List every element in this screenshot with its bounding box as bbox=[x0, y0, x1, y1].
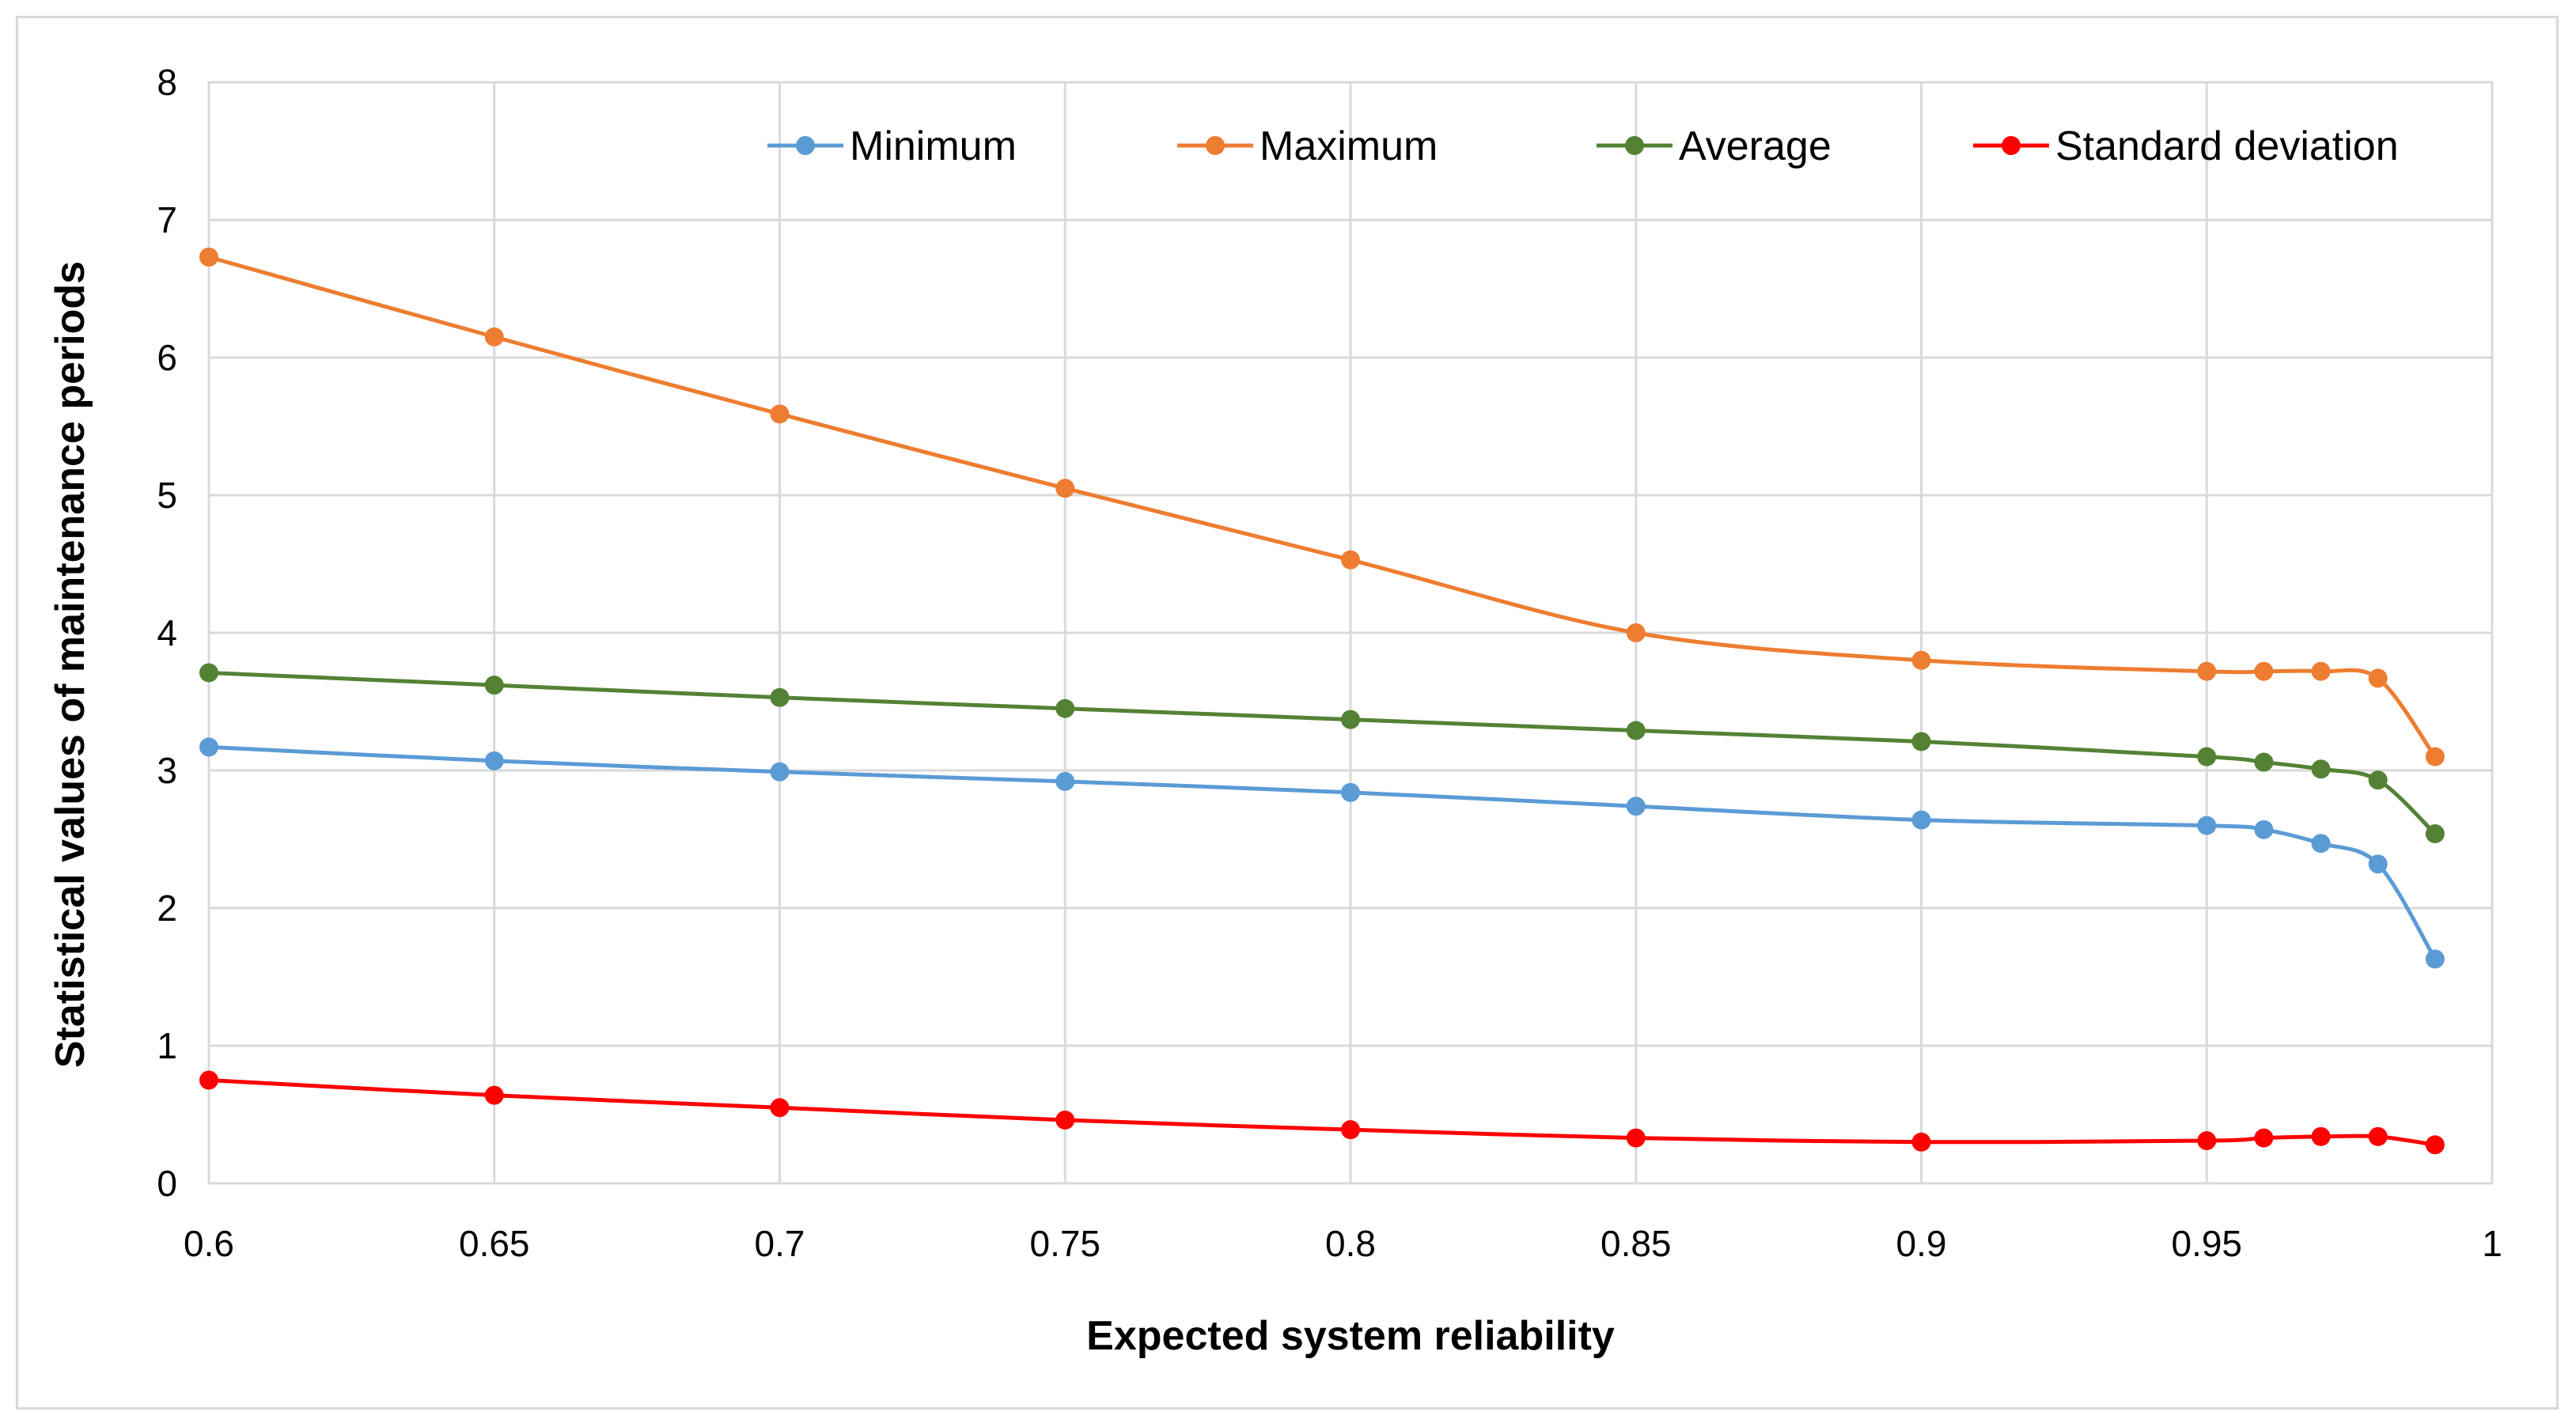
data-point bbox=[1055, 771, 1075, 791]
y-tick-label: 8 bbox=[157, 62, 177, 103]
x-tick-label: 0.95 bbox=[2171, 1223, 2242, 1264]
x-tick-label: 0.9 bbox=[1896, 1223, 1947, 1264]
data-point bbox=[199, 737, 218, 757]
data-point bbox=[2197, 661, 2217, 681]
legend: Minimum Maximum Average Standard deviation bbox=[767, 123, 2399, 169]
x-axis-title: Expected system reliability bbox=[1086, 1313, 1615, 1359]
data-point bbox=[2425, 747, 2445, 766]
data-point bbox=[2254, 1128, 2274, 1148]
axes bbox=[207, 81, 2494, 1185]
data-point bbox=[1626, 797, 1646, 816]
data-point bbox=[2425, 949, 2445, 969]
data-point bbox=[484, 1085, 504, 1105]
x-tick-label: 0.8 bbox=[1325, 1223, 1376, 1264]
series-points bbox=[199, 247, 2445, 1155]
data-point bbox=[2197, 1131, 2217, 1151]
x-tick-label: 0.75 bbox=[1029, 1223, 1100, 1264]
data-point bbox=[2368, 770, 2388, 790]
data-point bbox=[770, 1098, 790, 1118]
data-point bbox=[1626, 721, 1646, 740]
series-line-average bbox=[208, 670, 2437, 835]
data-point bbox=[484, 676, 504, 695]
y-tick-label: 2 bbox=[157, 888, 177, 929]
legend-marker bbox=[1625, 136, 1644, 155]
y-tick-label: 0 bbox=[157, 1163, 177, 1204]
data-point bbox=[2311, 759, 2331, 779]
tick-labels: 0 1 2 3 4 5 6 7 8 0.6 0.65 0.7 0.75 0.8 0.85 0.9 0.95 1 bbox=[157, 62, 2502, 1264]
data-point bbox=[1055, 698, 1075, 718]
data-point bbox=[1911, 650, 1931, 670]
data-point bbox=[1626, 623, 1646, 642]
data-point bbox=[2311, 1126, 2331, 1146]
data-point bbox=[199, 1070, 218, 1090]
x-tick-label: 1 bbox=[2482, 1223, 2502, 1264]
data-point bbox=[1341, 782, 1360, 802]
data-point bbox=[1911, 732, 1931, 751]
x-tick-label: 0.65 bbox=[459, 1223, 530, 1264]
data-point bbox=[1341, 550, 1360, 570]
y-tick-label: 3 bbox=[157, 750, 177, 791]
legend-label: Maximum bbox=[1260, 123, 1438, 169]
data-point bbox=[1626, 1128, 1646, 1148]
data-point bbox=[2197, 747, 2217, 766]
legend-label: Minimum bbox=[850, 123, 1017, 169]
data-point bbox=[1911, 810, 1931, 830]
data-point bbox=[1055, 1110, 1075, 1130]
data-point bbox=[2311, 834, 2331, 854]
series-line-standard-deviation bbox=[208, 1078, 2436, 1147]
data-point bbox=[2311, 661, 2331, 681]
data-point bbox=[2425, 824, 2445, 844]
data-point bbox=[484, 327, 504, 346]
y-tick-label: 1 bbox=[157, 1025, 177, 1066]
series-lines bbox=[208, 255, 2437, 1147]
data-point bbox=[2368, 1126, 2388, 1146]
plot-area-border bbox=[207, 81, 2494, 1185]
data-point bbox=[2254, 752, 2274, 772]
legend-marker bbox=[796, 136, 815, 155]
series-line-minimum bbox=[208, 744, 2437, 960]
data-point bbox=[770, 762, 790, 782]
data-point bbox=[1911, 1132, 1931, 1152]
data-point bbox=[199, 663, 218, 683]
x-tick-label: 0.7 bbox=[755, 1223, 805, 1264]
series-line-maximum bbox=[208, 255, 2437, 759]
y-tick-label: 5 bbox=[157, 475, 177, 516]
y-tick-label: 7 bbox=[157, 199, 177, 240]
data-point bbox=[1055, 479, 1075, 498]
legend-marker bbox=[2002, 136, 2021, 155]
data-point bbox=[1341, 710, 1360, 729]
gridlines bbox=[207, 81, 2494, 1185]
data-point bbox=[2368, 668, 2388, 688]
x-tick-label: 0.6 bbox=[184, 1223, 234, 1264]
data-point bbox=[2425, 1135, 2445, 1155]
data-point bbox=[770, 687, 790, 707]
data-point bbox=[2254, 819, 2274, 839]
legend-label: Standard deviation bbox=[2055, 123, 2399, 169]
data-point bbox=[2254, 661, 2274, 681]
data-point bbox=[199, 247, 218, 267]
y-tick-label: 6 bbox=[157, 337, 177, 378]
data-point bbox=[2368, 854, 2388, 874]
data-point bbox=[2197, 816, 2217, 835]
data-point bbox=[484, 751, 504, 770]
legend-marker bbox=[1206, 136, 1225, 155]
chart-frame bbox=[16, 16, 2559, 1410]
x-tick-label: 0.85 bbox=[1601, 1223, 1672, 1264]
y-axis-title: Statistical values of maintenance period… bbox=[47, 261, 93, 1068]
data-point bbox=[770, 404, 790, 424]
y-tick-label: 4 bbox=[157, 612, 177, 653]
legend-label: Average bbox=[1679, 123, 1832, 169]
data-point bbox=[1341, 1120, 1360, 1140]
